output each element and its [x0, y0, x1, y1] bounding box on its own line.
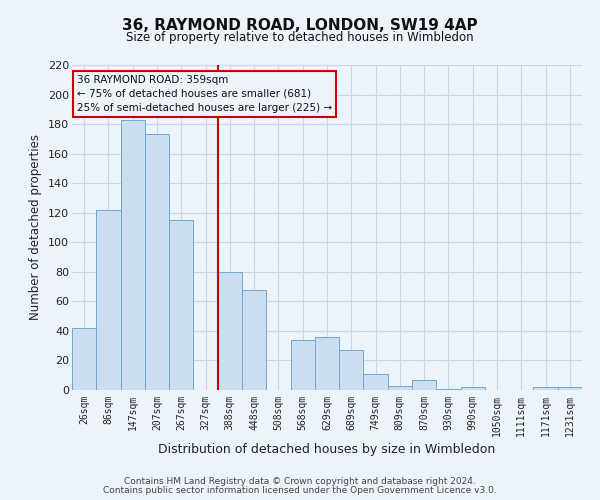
Text: 36, RAYMOND ROAD, LONDON, SW19 4AP: 36, RAYMOND ROAD, LONDON, SW19 4AP	[122, 18, 478, 32]
Bar	[72, 328, 96, 390]
Bar	[339, 350, 364, 390]
Bar	[315, 337, 339, 390]
Bar	[412, 380, 436, 390]
Y-axis label: Number of detached properties: Number of detached properties	[29, 134, 43, 320]
Bar	[388, 386, 412, 390]
Bar	[533, 387, 558, 390]
Bar	[461, 387, 485, 390]
Bar	[364, 374, 388, 390]
Bar	[218, 272, 242, 390]
Bar	[558, 387, 582, 390]
Bar	[242, 290, 266, 390]
Text: 36 RAYMOND ROAD: 359sqm
← 75% of detached houses are smaller (681)
25% of semi-d: 36 RAYMOND ROAD: 359sqm ← 75% of detache…	[77, 74, 332, 113]
Text: Contains public sector information licensed under the Open Government Licence v3: Contains public sector information licen…	[103, 486, 497, 495]
Text: Contains HM Land Registry data © Crown copyright and database right 2024.: Contains HM Land Registry data © Crown c…	[124, 477, 476, 486]
Bar	[290, 340, 315, 390]
Bar	[121, 120, 145, 390]
Bar	[96, 210, 121, 390]
Bar	[145, 134, 169, 390]
Bar	[436, 388, 461, 390]
Bar	[169, 220, 193, 390]
X-axis label: Distribution of detached houses by size in Wimbledon: Distribution of detached houses by size …	[158, 443, 496, 456]
Text: Size of property relative to detached houses in Wimbledon: Size of property relative to detached ho…	[126, 31, 474, 44]
